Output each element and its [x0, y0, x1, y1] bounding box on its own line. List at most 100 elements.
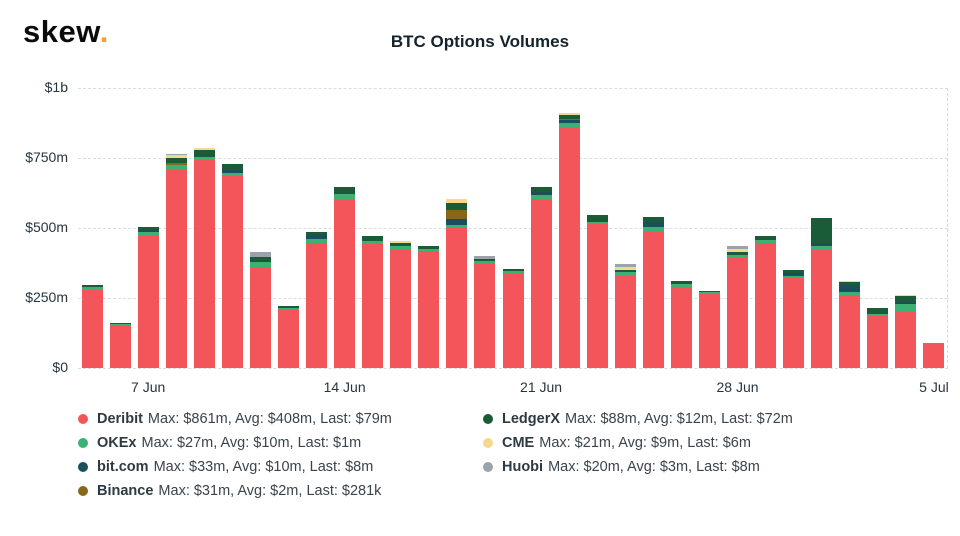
- bar-segment-okex[interactable]: [811, 246, 833, 251]
- bar-segment-ledgerx[interactable]: [895, 296, 917, 302]
- bar-segment-deribit[interactable]: [558, 126, 580, 368]
- bar-20-jun[interactable]: [502, 268, 524, 368]
- bar-segment-okex[interactable]: [586, 221, 608, 225]
- bar-segment-ledgerx[interactable]: [249, 257, 271, 261]
- bar-segment-ledgerx[interactable]: [362, 236, 384, 242]
- bar-segment-okex[interactable]: [783, 275, 805, 279]
- bar-segment-ledgerx[interactable]: [418, 246, 440, 249]
- bar-segment-cme[interactable]: [446, 198, 468, 204]
- bar-segment-okex[interactable]: [221, 173, 243, 177]
- bar-segment-okex[interactable]: [137, 232, 159, 236]
- bar-segment-deribit[interactable]: [783, 278, 805, 368]
- bar-segment-ledgerx[interactable]: [221, 163, 243, 171]
- bar-segment-huobi[interactable]: [614, 264, 636, 267]
- bar-segment-okex[interactable]: [109, 324, 131, 326]
- bar-segment-ledgerx[interactable]: [109, 323, 131, 325]
- legend-item-bit-com[interactable]: bit.com Max: $33m, Avg: $10m, Last: $8m: [78, 455, 392, 479]
- bar-segment-ledgerx[interactable]: [306, 232, 328, 236]
- bar-16-jun[interactable]: [390, 240, 412, 368]
- bar-segment-bit.com[interactable]: [137, 230, 159, 233]
- bar-segment-okex[interactable]: [418, 248, 440, 251]
- legend-item-cme[interactable]: CME Max: $21m, Avg: $9m, Last: $6m: [483, 431, 793, 455]
- bar-segment-okex[interactable]: [474, 260, 496, 264]
- bar-segment-deribit[interactable]: [277, 309, 299, 368]
- bar-segment-deribit[interactable]: [670, 286, 692, 368]
- bar-segment-ledgerx[interactable]: [586, 215, 608, 222]
- bar-segment-okex[interactable]: [923, 343, 945, 345]
- bar-segment-okex[interactable]: [642, 227, 664, 232]
- bar-28-jun[interactable]: [727, 246, 749, 368]
- bar-segment-okex[interactable]: [755, 239, 777, 243]
- bar-22-jun[interactable]: [558, 113, 580, 368]
- bar-segment-deribit[interactable]: [839, 294, 861, 368]
- bar-segment-ledgerx[interactable]: [502, 268, 524, 272]
- bar-segment-okex[interactable]: [277, 308, 299, 310]
- bar-segment-huobi[interactable]: [165, 153, 187, 155]
- bar-segment-ledgerx[interactable]: [474, 259, 496, 261]
- bar-segment-deribit[interactable]: [811, 250, 833, 368]
- bar-segment-deribit[interactable]: [895, 312, 917, 368]
- bar-segment-ledgerx[interactable]: [783, 270, 805, 274]
- bar-segment-okex[interactable]: [362, 241, 384, 244]
- bar-segment-okex[interactable]: [670, 284, 692, 287]
- bar-segment-binance[interactable]: [446, 210, 468, 220]
- bar-18-jun[interactable]: [446, 198, 468, 368]
- bar-segment-bit.com[interactable]: [642, 221, 664, 228]
- bar-segment-deribit[interactable]: [390, 249, 412, 368]
- bar-segment-cme[interactable]: [165, 154, 187, 158]
- bar-segment-deribit[interactable]: [530, 198, 552, 368]
- bar-segment-okex[interactable]: [614, 272, 636, 276]
- bar-segment-bit.com[interactable]: [446, 219, 468, 225]
- bar-segment-ledgerx[interactable]: [390, 243, 412, 247]
- bar-10-jun[interactable]: [221, 163, 243, 368]
- bar-segment-deribit[interactable]: [221, 176, 243, 368]
- bar-6-jun[interactable]: [109, 323, 131, 368]
- bar-segment-bit.com[interactable]: [530, 192, 552, 195]
- bar-23-jun[interactable]: [586, 215, 608, 368]
- bar-segment-ledgerx[interactable]: [530, 187, 552, 193]
- bar-1-jul[interactable]: [811, 218, 833, 368]
- bar-25-jun[interactable]: [642, 216, 664, 368]
- bar-9-jun[interactable]: [193, 148, 215, 368]
- bar-segment-deribit[interactable]: [698, 293, 720, 368]
- bar-segment-okex[interactable]: [530, 194, 552, 199]
- bar-17-jun[interactable]: [418, 246, 440, 368]
- bar-segment-deribit[interactable]: [81, 289, 103, 368]
- bar-segment-okex[interactable]: [698, 291, 720, 294]
- bar-segment-bit.com[interactable]: [249, 260, 271, 263]
- bar-29-jun[interactable]: [755, 236, 777, 368]
- bar-segment-cme[interactable]: [614, 266, 636, 271]
- bar-segment-ledgerx[interactable]: [446, 203, 468, 211]
- bar-segment-ledgerx[interactable]: [755, 236, 777, 240]
- bar-segment-deribit[interactable]: [193, 160, 215, 368]
- bar-segment-cme[interactable]: [839, 281, 861, 283]
- legend-item-okex[interactable]: OKEx Max: $27m, Avg: $10m, Last: $1m: [78, 431, 392, 455]
- bar-segment-bit.com[interactable]: [221, 170, 243, 174]
- bar-segment-bit.com[interactable]: [811, 242, 833, 247]
- bar-segment-ledgerx[interactable]: [839, 282, 861, 287]
- bar-segment-okex[interactable]: [193, 156, 215, 161]
- bar-segment-cme[interactable]: [558, 113, 580, 116]
- bar-segment-deribit[interactable]: [614, 275, 636, 368]
- bar-segment-okex[interactable]: [558, 122, 580, 127]
- bar-segment-okex[interactable]: [727, 254, 749, 258]
- bar-segment-okex[interactable]: [502, 271, 524, 274]
- bar-segment-cme[interactable]: [895, 295, 917, 297]
- bar-segment-bit.com[interactable]: [895, 301, 917, 305]
- bar-8-jun[interactable]: [165, 153, 187, 368]
- bar-segment-bit.com[interactable]: [839, 286, 861, 292]
- bar-13-jun[interactable]: [306, 232, 328, 368]
- bar-segment-ledgerx[interactable]: [165, 157, 187, 164]
- bar-21-jun[interactable]: [530, 187, 552, 368]
- bar-segment-okex[interactable]: [839, 291, 861, 295]
- bar-30-jun[interactable]: [783, 270, 805, 368]
- bar-segment-deribit[interactable]: [137, 235, 159, 368]
- bar-27-jun[interactable]: [698, 291, 720, 368]
- bar-7-jun[interactable]: [137, 226, 159, 368]
- bar-segment-deribit[interactable]: [334, 198, 356, 368]
- bar-segment-ledgerx[interactable]: [137, 226, 159, 231]
- bar-segment-bit.com[interactable]: [306, 235, 328, 240]
- bar-5-jun[interactable]: [81, 285, 103, 368]
- bar-segment-cme[interactable]: [193, 148, 215, 150]
- bar-segment-cme[interactable]: [390, 240, 412, 244]
